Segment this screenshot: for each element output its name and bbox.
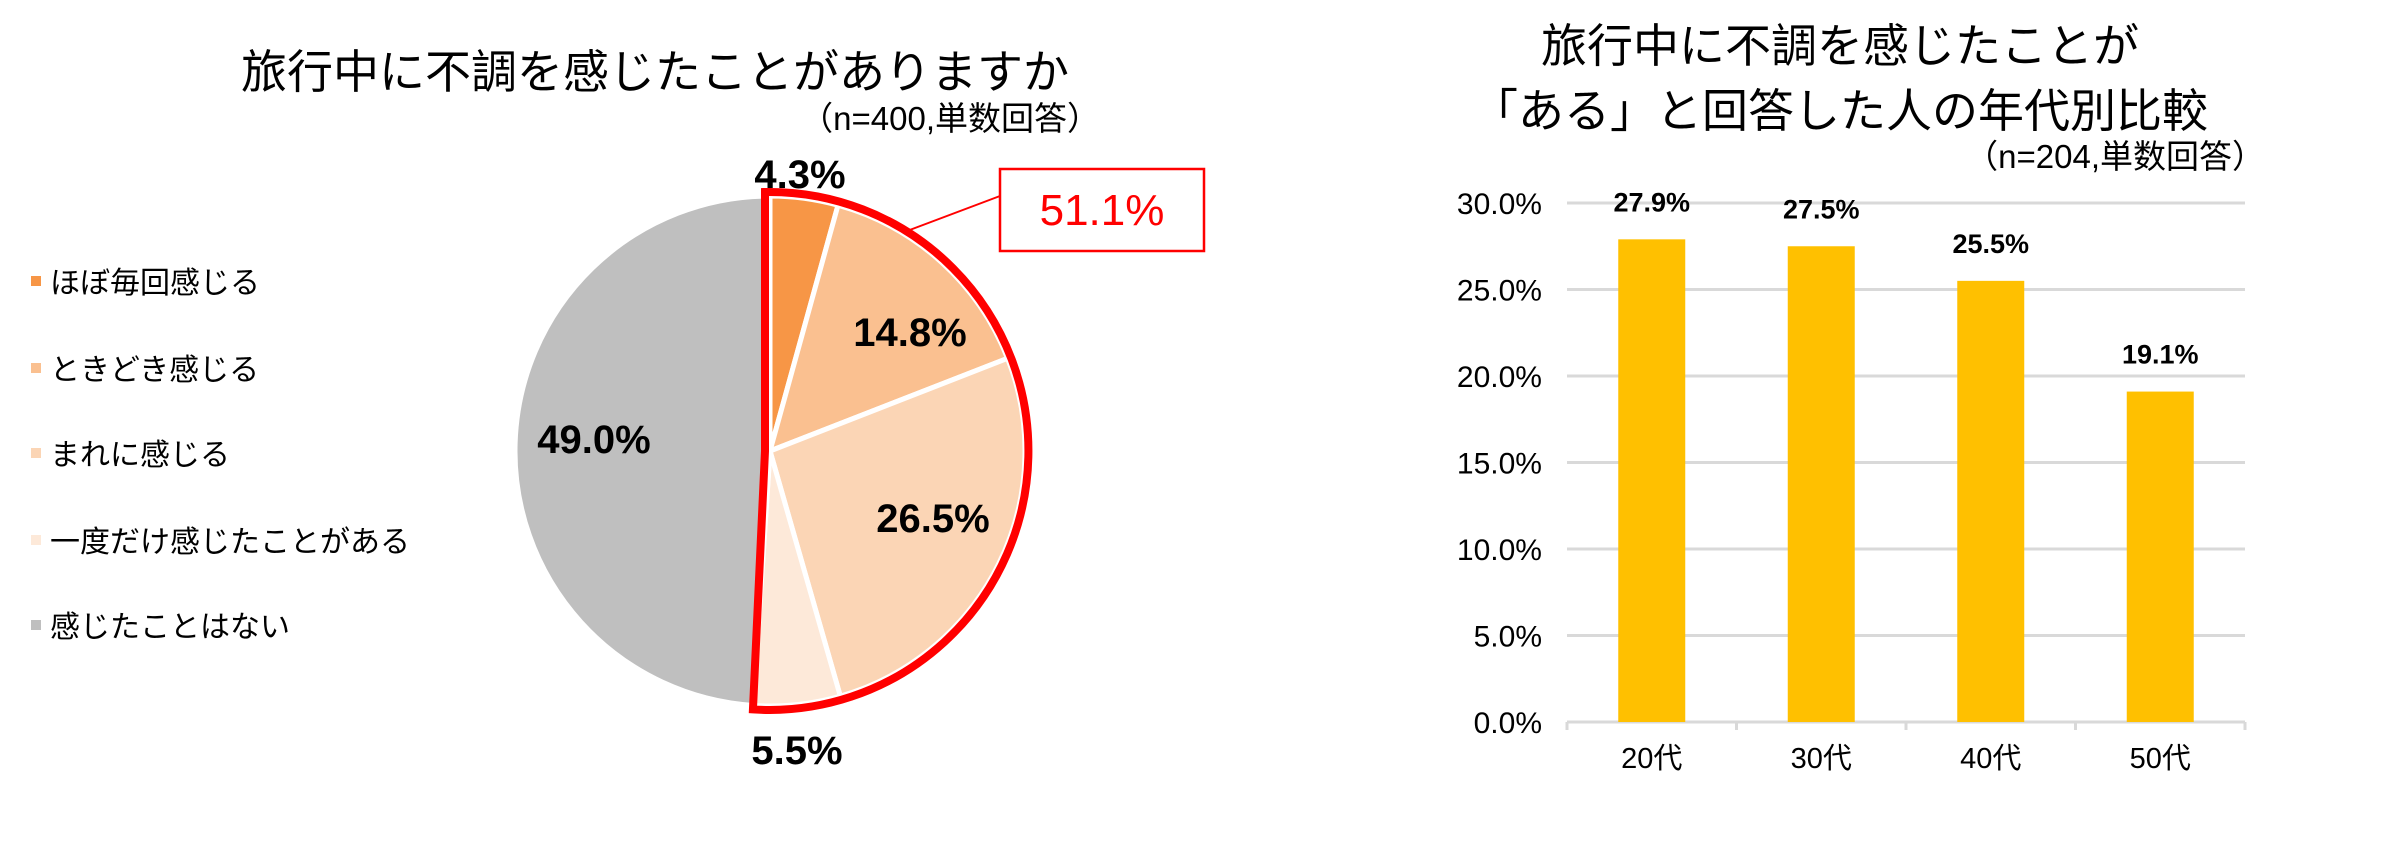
x-category-label: 40代 bbox=[1960, 743, 2021, 775]
bar-data-label: 27.5% bbox=[1783, 194, 1860, 224]
bar-title-line-1: 旅行中に不調を感じたことが bbox=[1541, 20, 2139, 72]
y-tick-label: 0.0% bbox=[1474, 707, 1542, 740]
pie-title: 旅行中に不調を感じたことがありますか bbox=[241, 46, 1069, 98]
legend-swatch bbox=[31, 535, 41, 545]
legend-label: ほぼ毎回感じる bbox=[50, 267, 260, 300]
pie-data-label: 4.3% bbox=[754, 153, 845, 197]
bar bbox=[1787, 246, 1855, 722]
legend-swatch bbox=[31, 276, 41, 286]
x-category-label: 30代 bbox=[1791, 743, 1852, 775]
pie-chart: 旅行中に不調を感じたことがありますか （n=400,単数回答） ほぼ毎回感じると… bbox=[31, 46, 1206, 773]
pie-data-label: 49.0% bbox=[537, 418, 650, 462]
legend-label: 感じたことはない bbox=[50, 611, 290, 644]
bar-chart: 旅行中に不調を感じたことが 「ある」と回答した人の年代別比較 （n=204,単数… bbox=[1457, 20, 2265, 775]
x-category-label: 20代 bbox=[1621, 743, 1682, 775]
y-tick-label: 5.0% bbox=[1474, 621, 1542, 654]
bar-data-label: 25.5% bbox=[1952, 229, 2029, 259]
pie-slice bbox=[512, 193, 773, 709]
bar bbox=[1957, 280, 2025, 722]
y-tick-label: 20.0% bbox=[1457, 361, 1542, 394]
annotation-total-label: 51.1% bbox=[1040, 186, 1165, 235]
y-tick-label: 15.0% bbox=[1457, 448, 1542, 481]
pie-data-label: 14.8% bbox=[853, 311, 966, 355]
bar-title-line-2: 「ある」と回答した人の年代別比較 bbox=[1472, 85, 2208, 137]
annotation-box bbox=[998, 167, 1206, 253]
pie-data-label: 26.5% bbox=[876, 497, 989, 541]
y-tick-label: 30.0% bbox=[1457, 188, 1542, 221]
legend-swatch bbox=[31, 620, 41, 630]
x-category-label: 50代 bbox=[2130, 743, 2191, 775]
bar-data-label: 27.9% bbox=[1613, 187, 1690, 217]
y-tick-label: 10.0% bbox=[1457, 534, 1542, 567]
pie-data-label: 5.5% bbox=[751, 729, 842, 773]
legend-label: まれに感じる bbox=[50, 439, 230, 472]
legend-swatch bbox=[31, 363, 41, 373]
pie-subtitle: （n=400,単数回答） bbox=[800, 100, 1100, 137]
annotation-leader-line bbox=[906, 195, 1001, 232]
y-tick-label: 25.0% bbox=[1457, 275, 1542, 308]
legend-swatch bbox=[31, 448, 41, 458]
highlight-outline bbox=[748, 187, 1033, 714]
bar bbox=[2126, 391, 2194, 722]
legend-label: 一度だけ感じたことがある bbox=[50, 526, 410, 559]
bar bbox=[1618, 239, 1686, 722]
legend-label: ときどき感じる bbox=[50, 354, 259, 387]
bar-subtitle: （n=204,単数回答） bbox=[1965, 138, 2265, 175]
bar-data-label: 19.1% bbox=[2122, 340, 2199, 370]
